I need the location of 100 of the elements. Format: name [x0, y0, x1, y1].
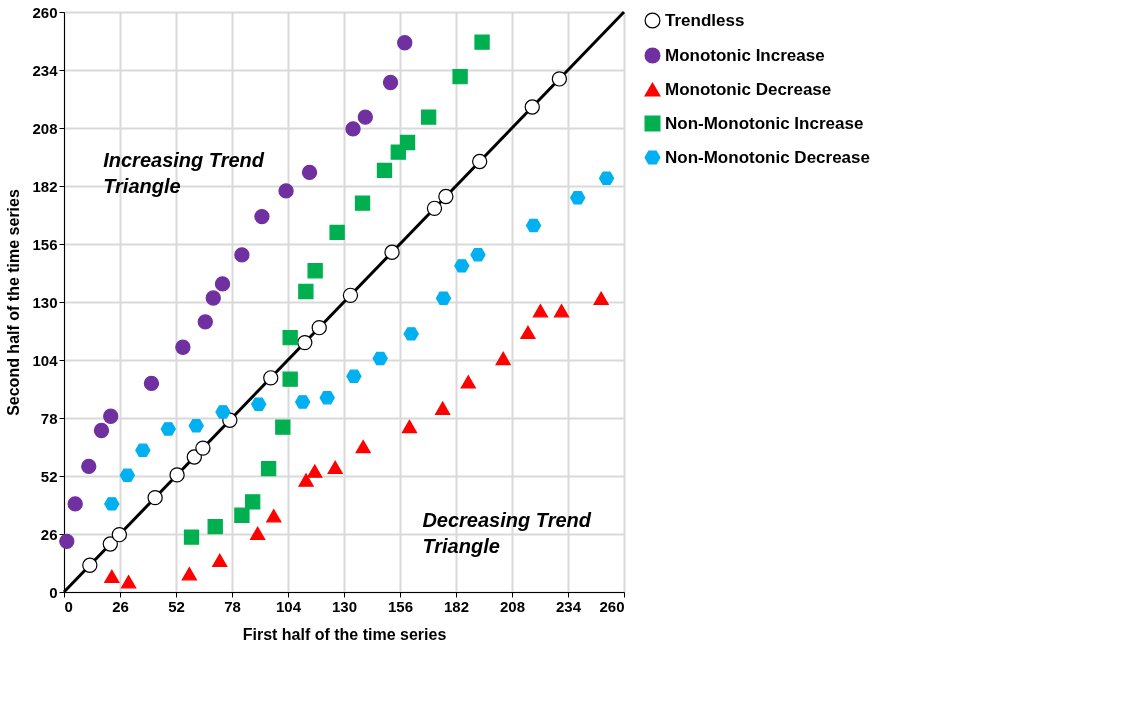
- point: [188, 419, 204, 433]
- point: [438, 188, 454, 205]
- point: [301, 164, 318, 181]
- point: [357, 109, 373, 125]
- x-axis-title: First half of the time series: [242, 625, 447, 643]
- point: [104, 497, 120, 511]
- point: [135, 443, 151, 458]
- point: [311, 320, 327, 336]
- point: [181, 566, 198, 581]
- y-tick-label: 156: [32, 235, 58, 253]
- point: [435, 291, 452, 305]
- point: [195, 440, 211, 456]
- point: [382, 74, 399, 91]
- point: [397, 35, 413, 51]
- y-tick-label: 182: [32, 177, 58, 195]
- y-tick-label: 208: [32, 119, 58, 137]
- point: [345, 121, 361, 137]
- x-tick-label: 78: [224, 597, 241, 615]
- x-tick-label: 234: [555, 597, 582, 615]
- point: [67, 496, 83, 512]
- point: [346, 369, 362, 384]
- y-tick-label: 260: [32, 3, 58, 21]
- point: [147, 489, 163, 506]
- point: [553, 303, 570, 318]
- point: [298, 473, 314, 487]
- point: [472, 153, 488, 170]
- point: [384, 244, 400, 260]
- point: [354, 195, 371, 211]
- point: [294, 395, 311, 409]
- point: [598, 171, 615, 185]
- y-tick-label: 130: [32, 293, 58, 311]
- y-tick-label: 26: [40, 525, 58, 543]
- point: [214, 276, 231, 292]
- point: [570, 191, 586, 205]
- y-axis-title: Second half of the time series: [5, 189, 23, 416]
- y-tick-label: 52: [40, 467, 58, 485]
- point: [551, 71, 568, 87]
- point: [278, 183, 294, 199]
- point: [532, 303, 549, 318]
- point: [342, 287, 359, 303]
- point: [260, 460, 277, 477]
- point: [263, 370, 279, 386]
- point: [470, 247, 486, 262]
- point: [197, 314, 213, 330]
- point: [426, 200, 443, 216]
- point: [452, 69, 468, 85]
- point: [207, 518, 223, 535]
- point: [183, 529, 200, 545]
- point: [119, 468, 135, 483]
- x-tick-label: 130: [331, 597, 358, 615]
- x-tick-label: 208: [499, 597, 526, 615]
- x-tick-label: 52: [168, 597, 185, 615]
- point: [249, 526, 266, 541]
- point: [59, 533, 75, 550]
- point: [319, 390, 335, 405]
- point: [401, 419, 418, 434]
- point: [474, 34, 490, 50]
- point: [420, 109, 437, 125]
- point: [524, 99, 540, 115]
- y-tick-label: 104: [32, 351, 59, 369]
- point: [215, 405, 231, 419]
- point: [298, 283, 314, 300]
- y-tick-label: 0: [49, 583, 58, 601]
- point: [275, 419, 291, 435]
- point: [329, 224, 345, 241]
- point: [307, 263, 323, 279]
- point: [372, 351, 388, 366]
- point: [160, 422, 176, 436]
- point: [186, 449, 202, 465]
- point: [297, 334, 313, 351]
- x-tick-label: 182: [443, 597, 470, 615]
- point: [245, 494, 261, 510]
- point: [307, 464, 323, 478]
- point: [254, 208, 270, 225]
- point: [82, 557, 98, 573]
- point: [525, 218, 542, 233]
- x-tick-label: 156: [387, 597, 414, 615]
- point: [520, 325, 536, 340]
- point: [399, 134, 416, 151]
- point: [169, 467, 185, 483]
- point: [103, 408, 119, 424]
- legend-label: Trendless: [665, 10, 745, 30]
- point: [434, 401, 451, 415]
- point: [212, 553, 228, 568]
- x-tick-label: 0: [64, 597, 73, 615]
- y-tick-label: 234: [32, 61, 59, 79]
- point: [495, 351, 511, 366]
- x-tick-label: 260: [599, 597, 625, 615]
- legend-label: Monotonic Decrease: [665, 79, 832, 99]
- point: [143, 375, 160, 392]
- annotation: Increasing Trend Triangle: [103, 149, 265, 198]
- point: [454, 259, 470, 273]
- point: [327, 460, 343, 475]
- point: [234, 507, 250, 523]
- point: [111, 527, 128, 543]
- point: [93, 422, 110, 439]
- x-tick-label: 104: [275, 597, 302, 615]
- point: [355, 439, 371, 454]
- point: [81, 458, 97, 475]
- x-tick-label: 26: [112, 597, 129, 615]
